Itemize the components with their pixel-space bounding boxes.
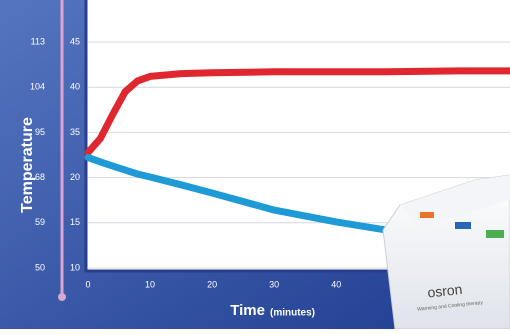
device-button	[486, 230, 504, 238]
x-tick-label: 0	[85, 279, 90, 289]
y-tick-label-f: 59	[35, 217, 45, 227]
y-tick-label: 20	[70, 172, 80, 182]
y-tick-label: 10	[70, 262, 80, 272]
x-tick-label: 10	[145, 279, 155, 289]
device-button	[420, 212, 434, 218]
y-tick-label-f: 95	[35, 127, 45, 137]
plot	[84, 41, 510, 272]
device-button	[455, 222, 471, 229]
y-tick-label: 40	[70, 82, 80, 92]
y-tick-label: 35	[70, 127, 80, 137]
y-axis-title: Temperature	[19, 117, 36, 213]
y-tick-label-f: 50	[35, 262, 45, 272]
x-tick-label: 30	[269, 279, 279, 289]
x-axis-title: Time	[230, 302, 265, 319]
y-tick-label-f: 104	[30, 82, 45, 92]
y-tick-label: 45	[70, 36, 80, 46]
x-axis-unit: (minutes)	[270, 308, 315, 319]
y-tick-label-f: 113	[31, 36, 45, 46]
series-line	[84, 153, 390, 234]
scale-dot	[58, 293, 66, 301]
y-tick-label: 15	[70, 217, 80, 227]
x-tick-label: 20	[207, 279, 217, 289]
device-brand: osron	[427, 281, 464, 301]
x-tick-label: 40	[331, 279, 341, 289]
series-line	[84, 67, 510, 157]
y-tick-label-f: 68	[35, 172, 45, 182]
device: osron Warming and Cooling therapy	[382, 174, 510, 330]
